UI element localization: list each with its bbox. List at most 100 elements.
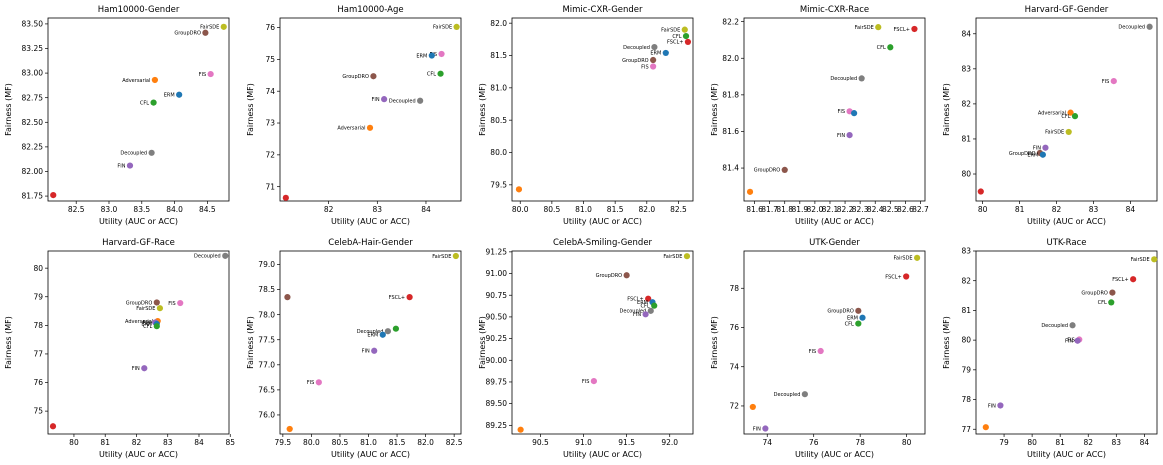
- point-label-fairsde: FairSDE: [855, 25, 874, 31]
- point-label-fairsde: FairSDE: [663, 254, 682, 260]
- chart-title: CelebA-Smiling-Gender: [553, 238, 653, 248]
- point-label-erm: ERM: [164, 93, 175, 99]
- y-tick-label: 82.50: [22, 118, 44, 127]
- point-label-groupdro: GroupDRO: [174, 31, 201, 37]
- data-point-decoupled: [651, 43, 658, 51]
- x-tick-label: 80.0: [512, 205, 529, 214]
- data-point-cfl: [153, 323, 160, 330]
- y-tick-label: 77: [961, 425, 971, 434]
- y-tick-label: 79: [961, 365, 971, 374]
- y-axis-label: Fairness (MF): [4, 83, 13, 136]
- data-point-fairsde: [453, 23, 460, 31]
- x-tick-label: 81.5: [607, 205, 624, 214]
- x-tick-label: 81: [100, 438, 110, 447]
- x-tick-label: 83: [163, 438, 173, 447]
- point-label-fis: FIS: [582, 379, 590, 385]
- data-point-erm: [1039, 151, 1046, 158]
- data-point-cfl: [651, 302, 658, 309]
- y-tick-label: 71: [265, 182, 275, 191]
- y-axis-label: Fairness (MF): [942, 83, 951, 136]
- data-point-cfl: [392, 325, 400, 332]
- point-label-fin: FIN: [132, 366, 140, 372]
- plot-frame: [743, 250, 926, 435]
- y-axis-label: Fairness (MF): [710, 316, 719, 369]
- y-tick-label: 82: [961, 276, 971, 285]
- y-tick-label: 80.0: [490, 148, 507, 157]
- y-tick-label: 91.25: [486, 247, 508, 256]
- y-tick-label: 81.75: [22, 192, 44, 201]
- point-label-fis: FIS: [1102, 79, 1110, 85]
- y-axis-label: Fairness (MF): [478, 316, 487, 369]
- data-point-adversarial: [517, 426, 524, 433]
- x-axis-label: Utility (AUC or ACC): [795, 217, 874, 226]
- data-point-fscl: [282, 194, 289, 201]
- point-label-decoupled: Decoupled: [357, 329, 384, 335]
- point-label-cfl: CFL: [1098, 300, 1107, 306]
- data-point-groupdro: [855, 307, 862, 314]
- data-point-adversarial: [982, 424, 989, 431]
- point-label-decoupled: Decoupled: [389, 99, 416, 105]
- data-point-fscl: [911, 25, 918, 33]
- x-tick-label: 82: [1052, 205, 1062, 214]
- point-label-decoupled: Decoupled: [1118, 25, 1145, 31]
- point-label-decoupled: Decoupled: [1041, 323, 1068, 329]
- point-label-fin: FIN: [633, 312, 641, 318]
- y-tick-label: 90.50: [486, 313, 508, 322]
- x-tick-label: 82.3: [852, 205, 869, 214]
- y-tick-label: 72: [265, 150, 275, 159]
- x-tick-label: 83.0: [101, 205, 118, 214]
- x-tick-label: 83: [1112, 438, 1122, 447]
- data-point-fin: [1074, 337, 1081, 344]
- data-point-erm: [662, 49, 669, 57]
- chart-title: CelebA-Hair-Gender: [328, 238, 413, 248]
- data-point-erm: [176, 91, 183, 98]
- x-tick-label: 81.8: [776, 205, 793, 214]
- data-point-fin: [997, 402, 1004, 409]
- point-label-fin: FIN: [1065, 339, 1073, 345]
- data-point-groupdro: [1109, 289, 1116, 296]
- x-tick-label: 82.0: [807, 205, 824, 214]
- plot-frame: [511, 17, 694, 202]
- x-tick-label: 82.5: [670, 205, 687, 214]
- point-label-erm: ERM: [637, 300, 648, 306]
- data-point-erm: [379, 331, 386, 338]
- y-tick-label: 81.0: [490, 83, 507, 92]
- y-tick-label: 90.75: [486, 291, 508, 300]
- y-tick-label: 80.5: [490, 116, 507, 125]
- point-label-cfl: CFL: [140, 100, 149, 106]
- y-tick-label: 83.25: [22, 44, 44, 53]
- x-tick-label: 82.6: [897, 205, 914, 214]
- data-point-fairsde: [1151, 256, 1158, 263]
- x-tick-label: 82: [132, 438, 142, 447]
- x-tick-label: 83: [1089, 205, 1099, 214]
- point-label-fin: FIN: [753, 426, 761, 432]
- data-point-cfl: [150, 99, 157, 106]
- chart-panel-mimic-cxr-gender: Mimic-CXR-Gender 80.0 80.5 81.0 81.5 82.0 82.5…: [478, 5, 694, 226]
- point-label-fin: FIN: [117, 163, 125, 169]
- point-label-groupdro: GroupDRO: [342, 74, 369, 80]
- data-point-cfl: [1108, 299, 1115, 306]
- data-point-fscl: [977, 188, 984, 195]
- point-label-cfl: CFL: [845, 321, 854, 327]
- data-point-cfl: [855, 320, 862, 327]
- y-tick-label: 81: [961, 135, 971, 144]
- data-point-fin: [642, 311, 649, 318]
- point-label-cfl: CFL: [641, 303, 650, 309]
- point-label-groupdro: GroupDRO: [754, 168, 781, 174]
- data-point-fscl: [49, 423, 57, 430]
- x-tick-label: 79.5: [275, 438, 292, 447]
- point-label-adversarial: Adversarial: [337, 126, 365, 132]
- x-tick-label: 80.5: [332, 438, 349, 447]
- data-point-adversarial: [286, 425, 293, 433]
- y-tick-label: 79.5: [490, 180, 507, 189]
- point-label-erm: ERM: [416, 53, 427, 59]
- point-label-fairsde: FairSDE: [200, 25, 219, 31]
- x-tick-label: 84: [421, 205, 431, 214]
- point-label-fin: FIN: [988, 403, 996, 409]
- data-point-fscl: [684, 38, 692, 46]
- chart-panel-celeba-smiling-gender: CelebA-Smiling-Gender 90.5 91.0 91.5 92.0 89.…: [478, 238, 694, 459]
- data-point-adversarial: [515, 186, 523, 193]
- x-tick-label: 91.0: [575, 438, 592, 447]
- x-axis-label: Utility (AUC or ACC): [795, 450, 874, 459]
- data-point-fin: [126, 162, 134, 169]
